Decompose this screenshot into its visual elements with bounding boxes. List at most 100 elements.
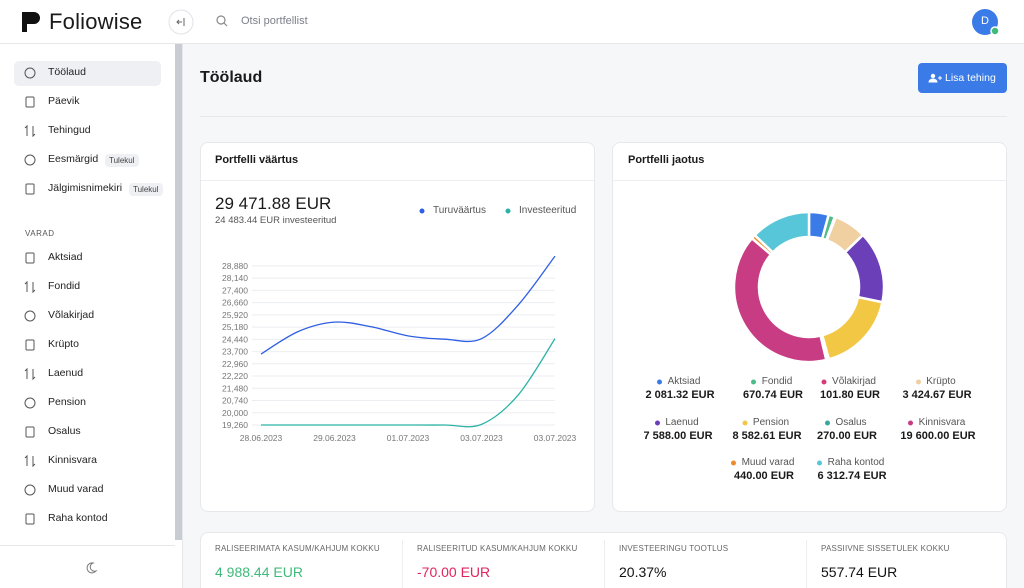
legend-label: Turuväärtus bbox=[433, 205, 486, 216]
stat-value: 4 988.44 EUR bbox=[215, 564, 303, 580]
legend-dot bbox=[655, 420, 660, 426]
legend-dot bbox=[825, 420, 830, 426]
nav-icon bbox=[25, 339, 35, 351]
x-tick-label: 03.07.2023 bbox=[534, 433, 577, 443]
nav-icon bbox=[24, 154, 36, 166]
title-divider bbox=[200, 116, 1007, 117]
nav-icon bbox=[24, 484, 36, 496]
legend-dot bbox=[419, 208, 425, 214]
brand: Foliowise bbox=[49, 9, 143, 34]
stat-divider bbox=[806, 540, 807, 588]
stat-value: 20.37% bbox=[619, 564, 667, 580]
card-divider bbox=[201, 180, 594, 181]
line-series bbox=[260, 338, 556, 428]
nav-item[interactable]: Laenud bbox=[48, 367, 84, 379]
y-tick-label: 24,440 bbox=[222, 334, 248, 344]
legend-value: 101.80 EUR bbox=[820, 389, 880, 401]
legend-dot bbox=[916, 379, 921, 385]
y-tick-label: 23,700 bbox=[222, 347, 248, 357]
nav-item[interactable]: Võlakirjad bbox=[48, 309, 95, 321]
nav-item[interactable]: Krüpto bbox=[48, 338, 79, 350]
stat-value: 557.74 EUR bbox=[821, 564, 898, 580]
legend-dot bbox=[821, 379, 827, 385]
legend-value: 670.74 EUR bbox=[743, 389, 803, 401]
y-tick-label: 20,000 bbox=[222, 408, 248, 418]
legend-label: Pension bbox=[752, 417, 790, 428]
legend-label: Aktsiad bbox=[667, 376, 701, 387]
nav-item[interactable]: Töölaud bbox=[48, 66, 86, 78]
nav-item[interactable]: Eesmärgid bbox=[48, 153, 99, 165]
x-tick-label: 03.07.2023 bbox=[460, 433, 503, 443]
legend-dot bbox=[742, 420, 748, 426]
search-input[interactable]: Otsi portfellist bbox=[241, 15, 308, 27]
avatar-initial[interactable]: D bbox=[981, 15, 989, 27]
y-tick-label: 20,740 bbox=[222, 396, 248, 406]
nav-item[interactable]: Osalus bbox=[48, 425, 81, 437]
nav-item[interactable]: Jälgimisnimekiri bbox=[48, 182, 123, 194]
legend-dot bbox=[731, 460, 736, 466]
scrollbar bbox=[175, 44, 182, 540]
theme-toggle bbox=[86, 562, 98, 574]
stat-label: RALISEERIMATA KASUM/KAHJUM KOKKU bbox=[215, 544, 380, 553]
legend-label: Krüpto bbox=[926, 376, 956, 387]
logo-icon bbox=[22, 12, 40, 32]
section-label: VARAD bbox=[25, 229, 55, 238]
nav-item[interactable]: Aktsiad bbox=[48, 251, 83, 263]
y-tick-label: 28,140 bbox=[222, 273, 248, 283]
button-label[interactable]: Lisa tehing bbox=[945, 72, 996, 84]
legend-value: 3 424.67 EUR bbox=[902, 389, 972, 401]
stat-label: PASSIIVNE SISSETULEK KOKKU bbox=[821, 544, 950, 553]
y-tick-label: 25,920 bbox=[222, 310, 248, 320]
nav-item[interactable]: Kinnisvara bbox=[48, 454, 98, 466]
legend-value: 440.00 EUR bbox=[734, 470, 794, 482]
stat-value: -70.00 EUR bbox=[417, 564, 491, 580]
y-tick-label: 19,260 bbox=[222, 420, 248, 430]
nav-item[interactable]: Muud varad bbox=[48, 483, 104, 495]
x-tick-label: 28.06.2023 bbox=[240, 433, 283, 443]
legend-value: 8 582.61 EUR bbox=[732, 430, 802, 442]
stat-label: INVESTEERINGU TOOTLUS bbox=[619, 544, 729, 553]
stat-label: RALISEERITUD KASUM/KAHJUM KOKKU bbox=[417, 544, 578, 553]
nav-item[interactable]: Raha kontod bbox=[48, 512, 108, 524]
y-tick-label: 28,880 bbox=[222, 261, 248, 271]
stat-divider bbox=[604, 540, 605, 588]
y-tick-label: 26,660 bbox=[222, 298, 248, 308]
legend-value: 7 588.00 EUR bbox=[643, 430, 713, 442]
chart-summary: 29 471.88 EUR bbox=[215, 194, 332, 213]
legend-value: 6 312.74 EUR bbox=[817, 470, 887, 482]
card bbox=[612, 142, 1007, 512]
nav-icon bbox=[25, 252, 35, 264]
legend-label: Laenud bbox=[665, 417, 699, 428]
legend-label: Muud varad bbox=[741, 457, 795, 468]
donut-segment bbox=[820, 295, 884, 361]
legend-label: Investeeritud bbox=[519, 205, 577, 216]
badge: Tulekul bbox=[129, 183, 163, 196]
legend-dot bbox=[751, 379, 756, 385]
nav-icon bbox=[25, 183, 35, 195]
legend-dot bbox=[657, 379, 662, 385]
badge: Tulekul bbox=[105, 154, 139, 167]
nav-icon bbox=[24, 280, 36, 294]
nav-item[interactable]: Tehingud bbox=[48, 124, 91, 136]
legend-label: Fondid bbox=[761, 376, 793, 387]
status-dot bbox=[990, 26, 1000, 36]
search-icon bbox=[216, 15, 226, 25]
line-series bbox=[260, 255, 556, 355]
y-tick-label: 27,400 bbox=[222, 285, 248, 295]
nav-item[interactable]: Fondid bbox=[48, 280, 81, 292]
nav-item[interactable]: Pension bbox=[48, 396, 86, 408]
stat-divider bbox=[402, 540, 403, 588]
y-tick-label: 22,220 bbox=[222, 371, 248, 381]
sidebar bbox=[0, 44, 183, 588]
legend-label: Osalus bbox=[835, 417, 867, 428]
y-tick-label: 22,960 bbox=[222, 359, 248, 369]
chart-subtitle: 24 483.44 EUR investeeritud bbox=[215, 215, 337, 226]
active-item-bg bbox=[14, 61, 161, 86]
y-tick-label: 21,480 bbox=[222, 383, 248, 393]
legend-label: Raha kontod bbox=[827, 457, 885, 468]
nav-icon bbox=[25, 96, 35, 108]
y-tick-label: 25,180 bbox=[222, 322, 248, 332]
nav-item[interactable]: Päevik bbox=[48, 95, 80, 107]
x-tick-label: 01.07.2023 bbox=[387, 433, 430, 443]
x-tick-label: 29.06.2023 bbox=[313, 433, 356, 443]
